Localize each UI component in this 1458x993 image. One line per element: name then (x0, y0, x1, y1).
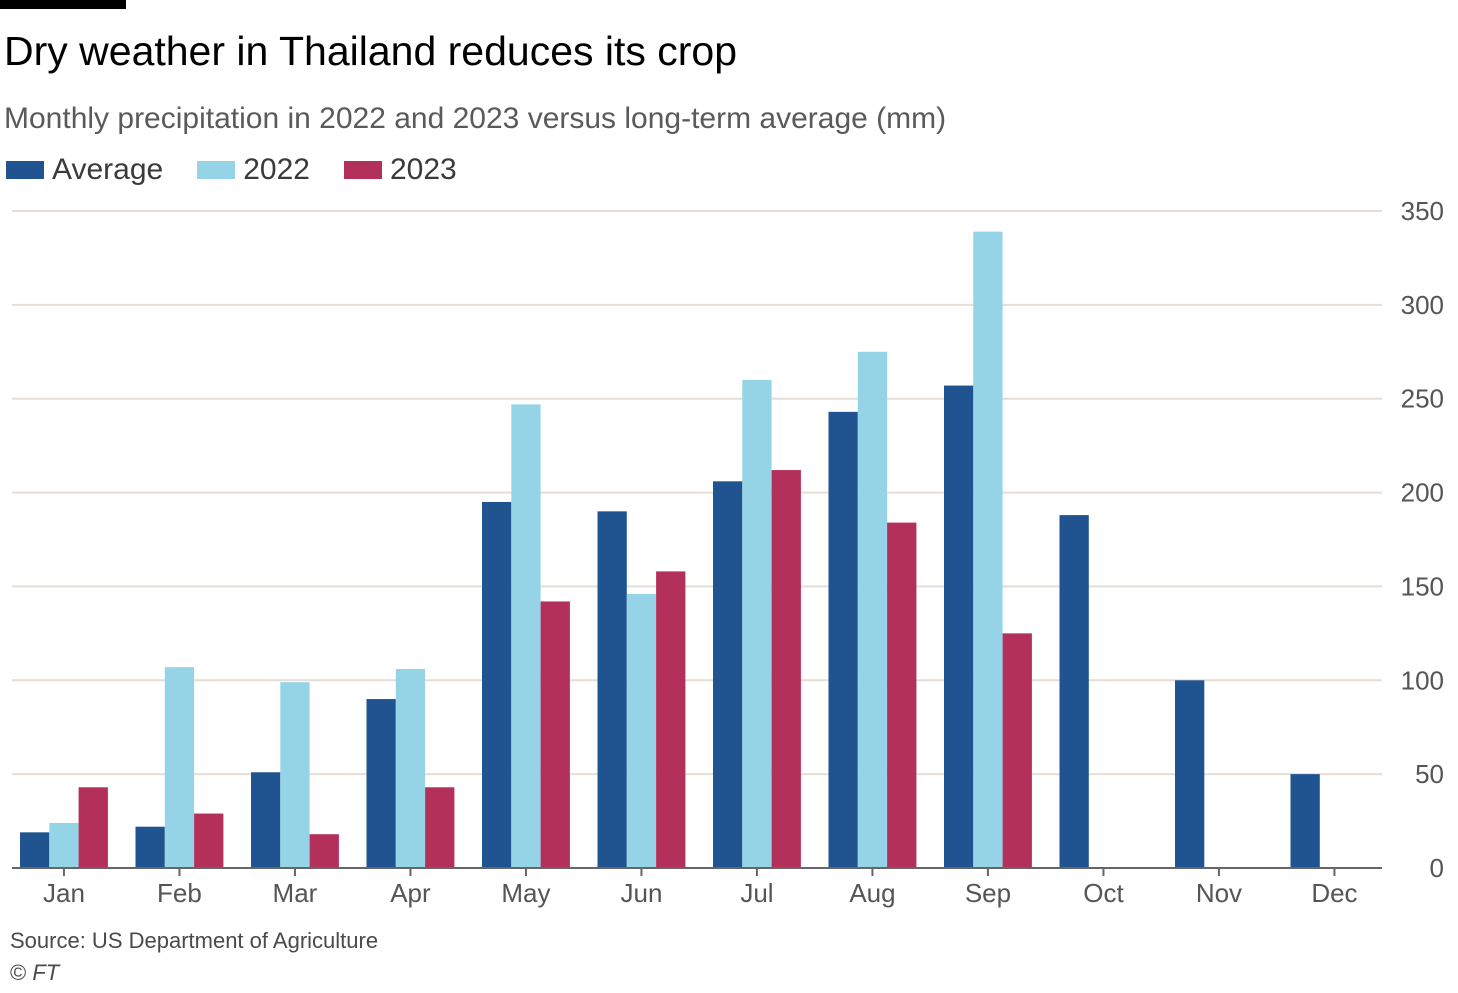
bar-average-feb (135, 826, 165, 868)
bar-2022-mar (280, 682, 310, 868)
y-tick-label-50: 50 (1415, 759, 1444, 789)
bar-average-aug (828, 411, 858, 868)
legend-item-2023: 2023 (343, 153, 457, 187)
bar-average-jul (713, 481, 743, 868)
y-tick-label-100: 100 (1401, 665, 1444, 695)
legend-item-2022: 2022 (197, 153, 310, 187)
bar-2023-may (540, 601, 570, 868)
x-tick-label-sep: Sep (965, 878, 1011, 908)
x-tick-label-nov: Nov (1196, 878, 1242, 908)
gridlines (12, 210, 1382, 776)
bar-2023-sep (1002, 633, 1032, 868)
legend-label-average: Average (52, 153, 164, 186)
x-tick-label-jan: Jan (43, 878, 85, 908)
axes: 0 50 100 150 200 250 300 350 Jan Feb Mar Apr May Jun J… (12, 196, 1444, 908)
bar-average-sep (944, 385, 974, 868)
y-tick-label-350: 350 (1401, 196, 1444, 226)
x-tick-label-apr: Apr (390, 878, 431, 908)
legend-swatch-2022 (197, 161, 236, 179)
x-tick-label-jul: Jul (740, 878, 773, 908)
bar-2022-jan (49, 822, 79, 868)
x-tick-label-feb: Feb (157, 878, 202, 908)
bar-2023-feb (194, 813, 224, 868)
top-rule (0, 0, 126, 9)
bar-2022-jul (742, 379, 772, 868)
y-tick-label-250: 250 (1401, 384, 1444, 414)
legend-swatch-2023 (343, 161, 382, 179)
bar-average-nov (1175, 680, 1205, 868)
source-note: Source: US Department of Agriculture (10, 928, 379, 953)
bar-2022-apr (395, 669, 426, 868)
bar-2023-jun (656, 571, 686, 868)
chart-subtitle: Monthly precipitation in 2022 and 2023 v… (4, 102, 947, 135)
y-tick-label-300: 300 (1401, 290, 1444, 320)
bar-average-jun (597, 511, 627, 868)
x-tick-label-may: May (501, 878, 550, 908)
bar-2022-may (511, 404, 541, 868)
legend-swatch-average (6, 161, 44, 179)
bar-chart: 0 50 100 150 200 250 300 350 Jan Feb Mar Apr May Jun J… (12, 196, 1444, 908)
bar-2023-aug (887, 522, 917, 868)
bar-2023-jul (771, 470, 801, 868)
legend-item-average: Average (6, 153, 163, 187)
y-tick-label-150: 150 (1401, 571, 1444, 601)
x-tick-label-oct: Oct (1083, 878, 1124, 908)
copyright-brand: FT (32, 960, 60, 985)
bar-2022-feb (164, 667, 195, 868)
x-tick-label-jun: Jun (620, 878, 662, 908)
x-tick-label-dec: Dec (1311, 878, 1357, 908)
legend-label-2023: 2023 (389, 153, 457, 186)
bar-2023-mar (309, 834, 339, 868)
bar-average-mar (251, 772, 281, 868)
bar-average-jan (20, 832, 50, 868)
copyright: © FT (10, 960, 59, 986)
legend-label-2022: 2022 (243, 153, 310, 186)
bar-average-dec (1290, 774, 1320, 868)
bar-average-apr (366, 699, 396, 868)
copyright-mark: © (10, 960, 27, 985)
bar-2022-aug (857, 351, 888, 868)
bars (20, 231, 1320, 868)
x-tick-label-mar: Mar (273, 878, 318, 908)
y-tick-label-0: 0 (1430, 853, 1444, 883)
bar-2023-jan (78, 787, 108, 868)
legend: Average 2022 2023 (6, 152, 491, 188)
chart-title: Dry weather in Thailand reduces its crop (4, 28, 738, 74)
bar-average-may (482, 501, 512, 868)
bar-2023-apr (425, 787, 455, 868)
bar-2022-jun (626, 593, 657, 868)
y-tick-label-200: 200 (1401, 478, 1444, 508)
bar-average-oct (1059, 515, 1089, 868)
x-tick-label-aug: Aug (849, 878, 895, 908)
bar-2022-sep (973, 231, 1003, 868)
